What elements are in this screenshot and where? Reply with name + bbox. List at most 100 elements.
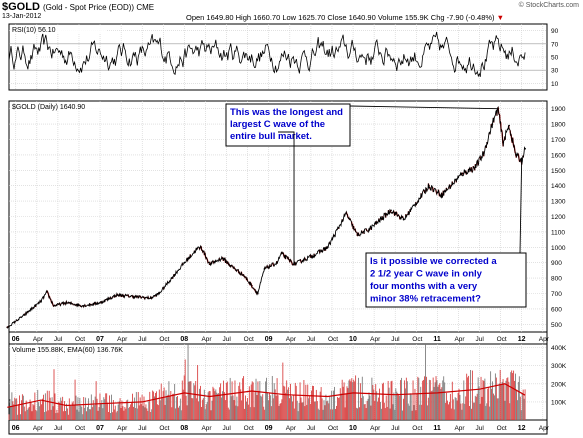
volume-bar bbox=[268, 392, 270, 420]
volume-bar bbox=[485, 405, 487, 420]
volume-bar bbox=[223, 392, 225, 420]
volume-bar bbox=[509, 403, 511, 420]
volume-bar bbox=[384, 408, 386, 420]
x-tick-label: Jul bbox=[307, 336, 316, 343]
volume-bar bbox=[99, 393, 101, 420]
volume-bar bbox=[167, 394, 169, 420]
volume-bar bbox=[227, 407, 229, 420]
x-tick-label: Oct bbox=[328, 425, 338, 432]
volume-bar bbox=[245, 395, 246, 420]
volume-bar bbox=[168, 381, 170, 420]
callout-top-line: largest C wave of the bbox=[230, 119, 325, 130]
volume-bar bbox=[369, 395, 371, 420]
volume-bar bbox=[210, 410, 212, 420]
x-tick-label: Oct bbox=[159, 425, 169, 432]
volume-bar bbox=[287, 389, 289, 420]
volume-bar bbox=[139, 397, 141, 420]
volume-bar bbox=[498, 383, 500, 420]
volume-bar bbox=[160, 383, 162, 420]
volume-bar bbox=[138, 405, 140, 420]
volume-bar bbox=[236, 396, 238, 420]
volume-bar bbox=[159, 400, 161, 420]
volume-bar bbox=[65, 411, 66, 420]
volume-bar bbox=[383, 402, 385, 420]
x-tick-label: Apr bbox=[286, 336, 297, 343]
volume-bar bbox=[206, 401, 208, 420]
volume-bar bbox=[286, 380, 288, 420]
volume-bar bbox=[311, 390, 313, 420]
volume-bar bbox=[120, 407, 122, 420]
volume-y-tick: 200K bbox=[551, 381, 567, 388]
volume-bar bbox=[397, 393, 399, 420]
volume-bar bbox=[419, 404, 421, 420]
volume-bar bbox=[87, 407, 88, 420]
volume-bar bbox=[90, 394, 92, 420]
volume-bar bbox=[41, 404, 43, 420]
volume-bar bbox=[380, 401, 381, 420]
volume-bar bbox=[444, 382, 446, 420]
volume-bar bbox=[447, 400, 448, 420]
volume-bar bbox=[516, 389, 517, 420]
volume-bar bbox=[102, 408, 104, 420]
rsi-legend-bg bbox=[10, 25, 106, 34]
volume-bar bbox=[379, 388, 380, 420]
volume-bar bbox=[435, 376, 437, 420]
volume-bar bbox=[495, 377, 497, 420]
volume-bar bbox=[170, 391, 172, 420]
volume-bar bbox=[500, 384, 502, 420]
volume-bar bbox=[365, 408, 367, 420]
volume-bar bbox=[31, 411, 33, 420]
volume-bar bbox=[331, 390, 333, 420]
volume-bar bbox=[284, 386, 286, 420]
volume-bar bbox=[479, 403, 481, 420]
volume-bar bbox=[9, 399, 11, 420]
price-y-tick: 1200 bbox=[551, 214, 566, 221]
volume-bar bbox=[264, 409, 266, 420]
x-tick-label: 08 bbox=[180, 336, 188, 343]
callout-bottom-line: four months with a very bbox=[370, 281, 478, 292]
volume-bar bbox=[298, 402, 300, 420]
volume-bar bbox=[248, 386, 250, 420]
volume-bar bbox=[46, 390, 48, 420]
volume-bar bbox=[259, 381, 261, 420]
volume-bar bbox=[405, 377, 407, 420]
volume-bar bbox=[404, 388, 406, 420]
volume-bar bbox=[226, 381, 228, 420]
volume-bar bbox=[22, 395, 24, 420]
volume-bar bbox=[203, 389, 205, 420]
volume-bar bbox=[343, 382, 345, 420]
volume-bar bbox=[124, 406, 126, 420]
volume-bar bbox=[19, 395, 20, 420]
volume-bar bbox=[75, 395, 77, 420]
x-tick-label: 12 bbox=[518, 425, 526, 432]
volume-bar bbox=[375, 384, 377, 420]
volume-bar bbox=[234, 380, 236, 420]
rsi-y-tick: 50 bbox=[551, 55, 559, 62]
volume-bar bbox=[152, 390, 154, 420]
volume-bar bbox=[410, 394, 412, 420]
volume-bar bbox=[59, 402, 61, 420]
x-tick-label: 07 bbox=[96, 425, 104, 432]
volume-bar bbox=[177, 396, 178, 420]
volume-bar bbox=[21, 394, 23, 420]
volume-bar bbox=[151, 409, 153, 420]
volume-bar bbox=[12, 401, 14, 420]
volume-bar bbox=[345, 394, 347, 420]
price-line bbox=[6, 105, 526, 329]
volume-bar bbox=[344, 407, 346, 420]
volume-bar bbox=[520, 410, 522, 420]
volume-bar bbox=[442, 380, 444, 420]
volume-bar bbox=[117, 404, 119, 420]
volume-bar bbox=[131, 401, 133, 420]
volume-bar bbox=[501, 381, 503, 420]
volume-bar bbox=[462, 403, 464, 420]
volume-bar bbox=[111, 412, 113, 420]
volume-bar bbox=[172, 393, 174, 420]
volume-bar bbox=[508, 381, 510, 420]
volume-bar bbox=[195, 381, 197, 420]
volume-bar bbox=[229, 377, 231, 420]
volume-bar bbox=[67, 414, 69, 420]
volume-bar bbox=[409, 393, 411, 420]
volume-bar bbox=[84, 407, 86, 420]
volume-y-tick: 300K bbox=[551, 363, 567, 370]
